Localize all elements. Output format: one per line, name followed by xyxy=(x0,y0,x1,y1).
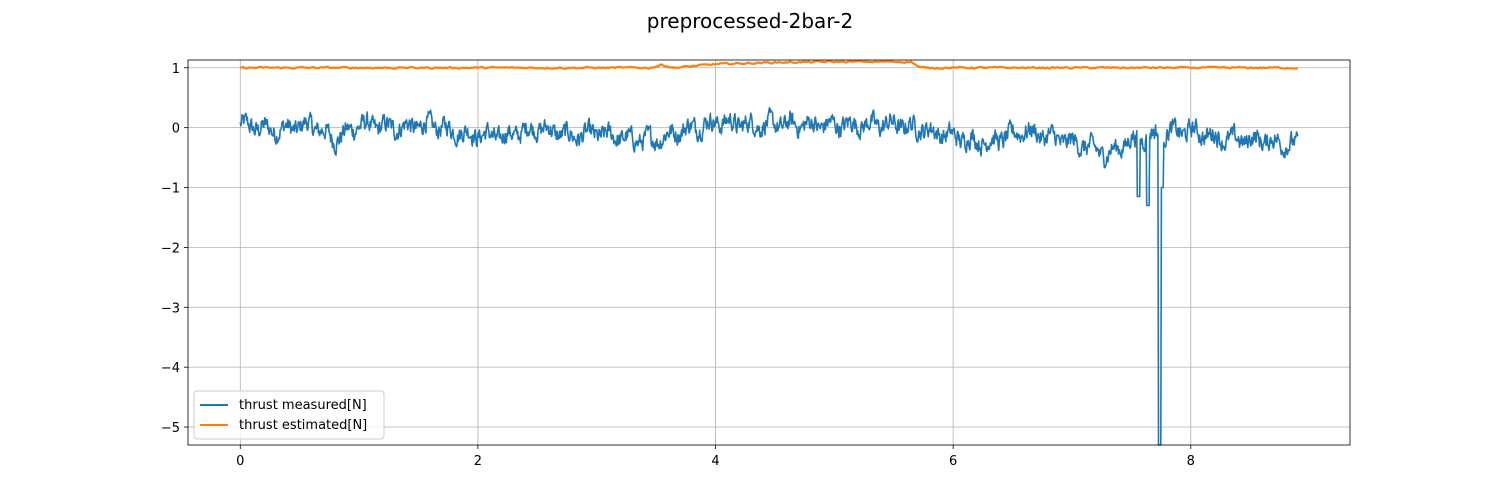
series-layer xyxy=(239,59,1299,446)
legend-label-estimated: thrust estimated[N] xyxy=(239,418,367,433)
x-tick-label: 4 xyxy=(711,454,719,469)
legend-box xyxy=(193,390,385,440)
tick-layer: 0 2 4 6 810−1−2−3−4−5 xyxy=(161,62,1195,469)
legend-label-measured: thrust measured[N] xyxy=(239,398,367,413)
y-tick-label: −2 xyxy=(161,241,180,256)
series-line-thrust-estimated xyxy=(239,59,1299,70)
y-tick-label: −5 xyxy=(161,421,180,436)
y-tick-label: 1 xyxy=(172,62,180,77)
y-tick-label: −3 xyxy=(161,301,180,316)
x-tick-label: 8 xyxy=(1187,454,1195,469)
legend: thrust measured[N] thrust estimated[N] xyxy=(193,390,385,440)
y-tick-label: −1 xyxy=(161,182,180,197)
x-tick-label: 2 xyxy=(474,454,482,469)
y-tick-label: −4 xyxy=(161,361,180,376)
y-tick-label: 0 xyxy=(172,122,180,137)
series-line-thrust-measured xyxy=(239,106,1299,446)
x-tick-label: 0 xyxy=(236,454,244,469)
x-tick-label: 6 xyxy=(949,454,957,469)
plot-area-frame xyxy=(187,59,1351,446)
chart-title: preprocessed-2bar-2 xyxy=(647,9,853,33)
